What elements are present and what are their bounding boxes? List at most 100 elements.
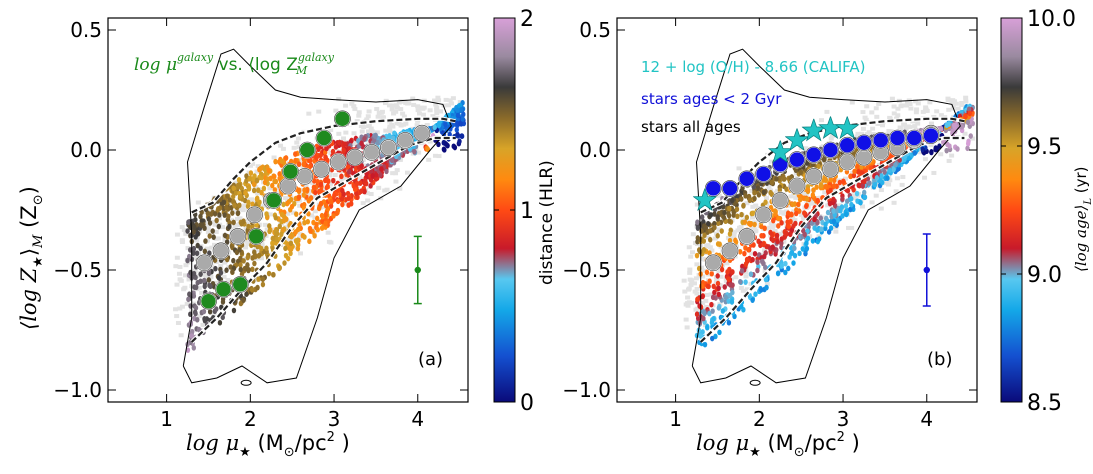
data-point [849,195,854,202]
bg-point [378,196,384,201]
bg-point [705,235,711,240]
y-tick-label: 0.0 [579,138,611,162]
data-point [192,224,197,231]
bg-point [436,98,442,103]
data-point [273,214,278,221]
bg-point [803,192,809,197]
data-point [804,240,809,247]
data-point [442,147,447,153]
data-point [705,324,710,331]
data-point [194,250,200,257]
bg-point [390,103,396,108]
bg-point [259,243,265,248]
data-point [774,176,779,182]
data-point [837,179,843,186]
data-point [929,148,934,155]
bg-point [222,260,228,265]
data-point [755,267,760,274]
bg-point [420,106,426,111]
bg-point [685,303,691,308]
bg-point [751,227,757,232]
bg-point [886,128,892,133]
data-point [216,275,222,281]
panel-b-ticks: 1 2 3 4 0.5 0.0 −0.5 −1.0 [562,18,977,431]
bg-point [183,231,189,236]
data-point [232,202,237,209]
bg-point [803,146,809,151]
bg-point [790,217,796,222]
data-point [933,146,938,153]
data-point [289,233,294,240]
bg-point [360,201,366,206]
data-point [750,297,755,303]
bg-point [959,102,965,107]
bg-point [374,107,380,112]
bg-point [359,129,365,134]
data-point [320,218,325,225]
data-point [225,193,230,199]
data-point [272,173,277,180]
data-point [250,266,255,273]
data-point [235,210,241,216]
data-point [237,193,243,200]
bg-point [209,245,215,250]
data-point [250,287,255,293]
bg-point [945,98,951,103]
data-point [373,133,378,140]
bg-point [212,222,218,227]
y-tick-label: −0.5 [562,258,611,282]
data-point [334,210,339,217]
data-point [965,119,971,126]
bg-point [707,245,713,250]
data-point [819,226,824,233]
bg-point [685,295,691,300]
data-point [206,277,212,283]
bg-point [791,209,797,214]
bg-point [725,235,731,240]
data-point [967,110,972,117]
bg-point [215,236,221,241]
bg-point [177,264,183,269]
data-point [266,270,272,277]
bg-point [691,281,697,286]
data-point [315,178,320,185]
data-point [247,175,252,182]
bg-point [435,95,441,100]
bg-point [196,314,202,319]
bg-point [931,170,937,175]
data-point [258,165,264,172]
data-point [882,169,887,175]
bg-point [403,100,409,105]
data-point [252,173,257,179]
bg-point [946,158,952,163]
bg-point [394,168,400,173]
data-point [755,259,760,265]
data-point [340,201,345,208]
bg-point [398,107,404,112]
data-point [802,210,807,216]
data-point [821,156,827,163]
bg-point [312,215,318,220]
data-point [710,294,716,301]
data-point [791,223,796,229]
bg-point [700,274,706,279]
data-point [865,176,871,182]
data-point [370,173,375,179]
bg-point [441,103,447,108]
data-point [342,141,348,147]
data-point [708,236,713,243]
data-point [810,238,816,244]
bg-point [800,215,806,220]
bg-point [366,122,372,127]
data-point [744,214,750,221]
data-point [307,225,313,232]
bg-point [297,203,303,208]
data-point [251,187,257,194]
data-point [195,231,200,237]
bg-point [397,157,403,162]
bg-point [290,210,296,215]
bg-point [963,99,969,104]
bg-point [829,133,835,138]
error-bar-point [923,266,930,274]
bg-point [762,268,768,273]
